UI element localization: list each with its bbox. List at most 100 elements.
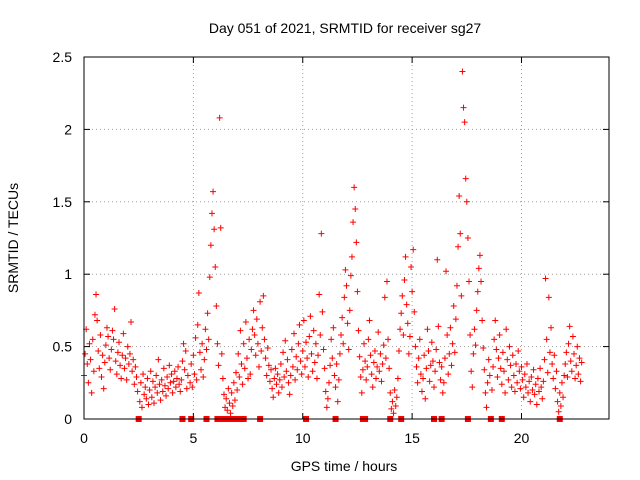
y-axis-label: SRMTID / TECUs bbox=[5, 183, 21, 293]
data-point bbox=[521, 371, 528, 378]
data-point bbox=[274, 371, 281, 378]
data-point bbox=[168, 371, 175, 378]
data-point bbox=[317, 332, 324, 339]
data-point bbox=[573, 362, 580, 369]
data-point bbox=[84, 360, 91, 367]
data-point bbox=[397, 326, 404, 333]
data-point bbox=[537, 365, 544, 372]
data-point bbox=[422, 395, 429, 402]
data-point bbox=[495, 355, 502, 362]
data-point bbox=[377, 350, 384, 357]
data-point bbox=[498, 381, 505, 388]
plot-frame bbox=[83, 56, 610, 420]
data-point bbox=[362, 358, 369, 365]
y-tick-label: 0 bbox=[64, 411, 72, 427]
data-point bbox=[90, 368, 97, 375]
data-point bbox=[137, 379, 144, 386]
data-point bbox=[506, 343, 513, 350]
data-point bbox=[154, 389, 161, 396]
data-point bbox=[142, 384, 149, 391]
data-point bbox=[111, 305, 118, 312]
data-point bbox=[110, 336, 117, 343]
data-point bbox=[144, 375, 151, 382]
data-point bbox=[323, 404, 330, 411]
data-point bbox=[548, 324, 555, 331]
data-point bbox=[85, 379, 92, 386]
data-point bbox=[206, 274, 213, 281]
data-point bbox=[351, 184, 358, 191]
data-point bbox=[574, 343, 581, 350]
data-point bbox=[310, 327, 317, 334]
data-point bbox=[479, 317, 486, 324]
data-point bbox=[181, 366, 188, 373]
data-point bbox=[517, 385, 524, 392]
data-point bbox=[459, 68, 466, 75]
data-point bbox=[484, 379, 491, 386]
data-point bbox=[170, 378, 177, 385]
data-point bbox=[496, 332, 503, 339]
data-point bbox=[431, 384, 437, 391]
data-point bbox=[383, 278, 390, 285]
data-point bbox=[308, 350, 315, 357]
data-point bbox=[287, 372, 294, 379]
data-point bbox=[156, 381, 163, 388]
data-point bbox=[319, 308, 326, 315]
data-point bbox=[518, 363, 525, 370]
data-point bbox=[467, 332, 474, 339]
data-point bbox=[169, 389, 176, 396]
data-point bbox=[157, 397, 164, 404]
data-point bbox=[140, 371, 147, 378]
data-point bbox=[301, 363, 308, 370]
data-point bbox=[230, 379, 237, 386]
data-point bbox=[123, 376, 130, 383]
data-point bbox=[380, 342, 387, 349]
data-point bbox=[564, 374, 571, 381]
data-point bbox=[251, 332, 258, 339]
data-point bbox=[171, 368, 178, 375]
data-point bbox=[262, 355, 269, 362]
data-point bbox=[134, 388, 141, 395]
data-point bbox=[182, 347, 189, 354]
data-point bbox=[299, 347, 306, 354]
data-point bbox=[289, 363, 296, 370]
data-point bbox=[280, 349, 287, 356]
data-point bbox=[485, 356, 492, 363]
data-point bbox=[558, 379, 565, 386]
data-point bbox=[567, 358, 574, 365]
data-point bbox=[91, 311, 98, 318]
data-point bbox=[96, 365, 103, 372]
data-point bbox=[250, 307, 257, 314]
data-point bbox=[188, 360, 195, 367]
data-point bbox=[357, 374, 364, 381]
data-point bbox=[415, 355, 422, 362]
data-point bbox=[375, 329, 382, 336]
data-point bbox=[436, 359, 443, 366]
data-point bbox=[469, 384, 476, 391]
data-point bbox=[233, 369, 240, 376]
data-point bbox=[577, 378, 584, 385]
data-point bbox=[402, 253, 409, 260]
data-point bbox=[166, 362, 173, 369]
data-point bbox=[458, 292, 465, 299]
data-point bbox=[315, 352, 322, 359]
data-point bbox=[270, 394, 277, 401]
data-point bbox=[229, 402, 236, 409]
data-point bbox=[470, 350, 477, 357]
data-point bbox=[312, 340, 319, 347]
data-point bbox=[321, 365, 328, 372]
data-point bbox=[259, 324, 266, 331]
data-point bbox=[125, 360, 132, 367]
data-point bbox=[387, 389, 394, 396]
data-point bbox=[462, 175, 469, 182]
data-point bbox=[471, 326, 478, 333]
data-point bbox=[542, 275, 549, 282]
data-point bbox=[475, 265, 482, 272]
data-point bbox=[212, 263, 219, 270]
data-point bbox=[435, 323, 442, 330]
x-tick-label: 5 bbox=[189, 430, 197, 446]
data-point bbox=[452, 316, 459, 323]
data-point bbox=[192, 334, 199, 341]
data-point bbox=[543, 336, 550, 343]
data-point bbox=[202, 326, 209, 333]
